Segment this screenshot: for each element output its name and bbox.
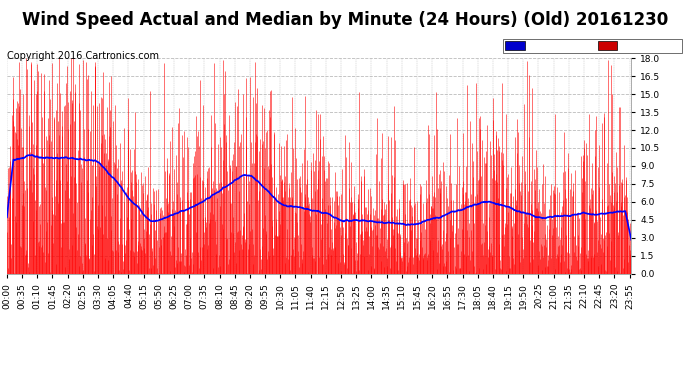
Text: Wind Speed Actual and Median by Minute (24 Hours) (Old) 20161230: Wind Speed Actual and Median by Minute (… [22, 11, 668, 29]
Text: Copyright 2016 Cartronics.com: Copyright 2016 Cartronics.com [7, 51, 159, 61]
Legend: Median (mph), Wind  (mph): Median (mph), Wind (mph) [504, 39, 682, 53]
